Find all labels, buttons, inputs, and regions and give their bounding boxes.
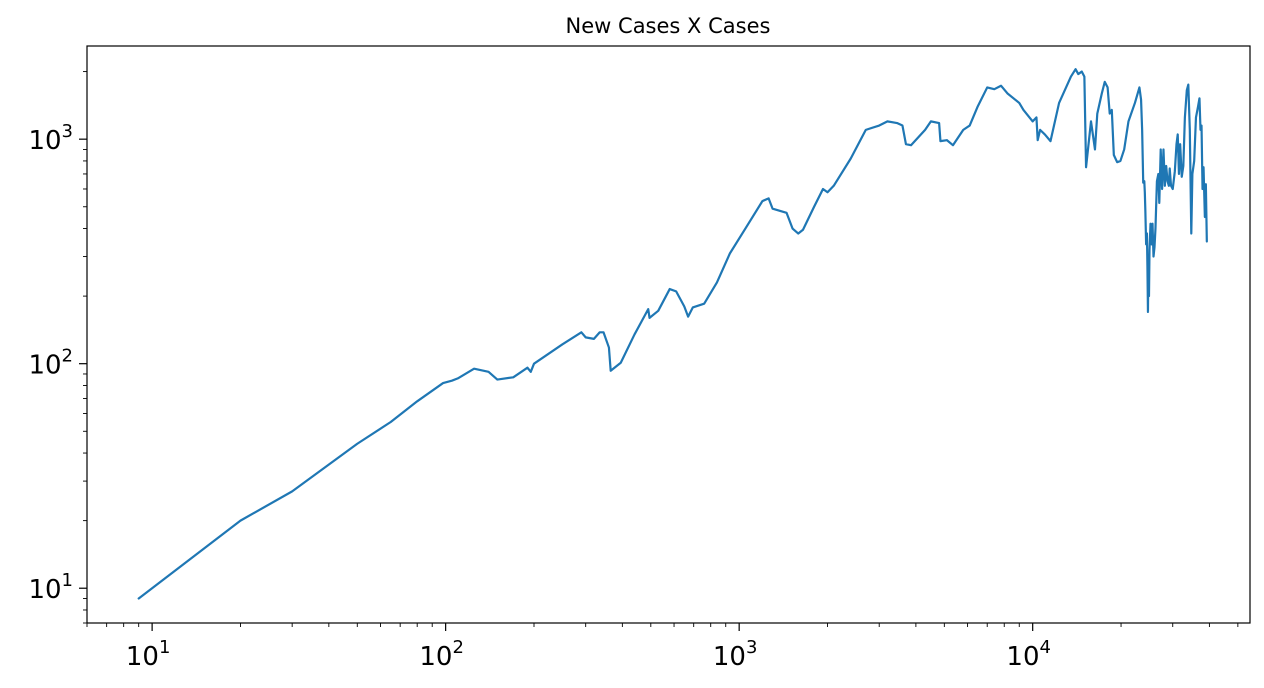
y-tick-label: 101: [28, 570, 73, 605]
x-tick-label: 102: [419, 637, 464, 672]
plot-frame: [86, 45, 1251, 624]
y-tick-label: 103: [28, 121, 73, 156]
major-ticks: [79, 138, 1034, 631]
x-tick-labels: 101 102 103 104: [126, 637, 1051, 672]
x-tick-label: 104: [1006, 637, 1051, 672]
series-layer: [137, 68, 1208, 600]
y-tick-labels: 101 102 103: [28, 121, 73, 605]
series-line-0: [137, 68, 1208, 600]
minor-ticks: [83, 71, 1239, 627]
y-tick-label: 102: [28, 346, 73, 381]
x-tick-label: 101: [126, 637, 171, 672]
chart-title: New Cases X Cases: [566, 14, 771, 38]
x-tick-label: 103: [713, 637, 758, 672]
